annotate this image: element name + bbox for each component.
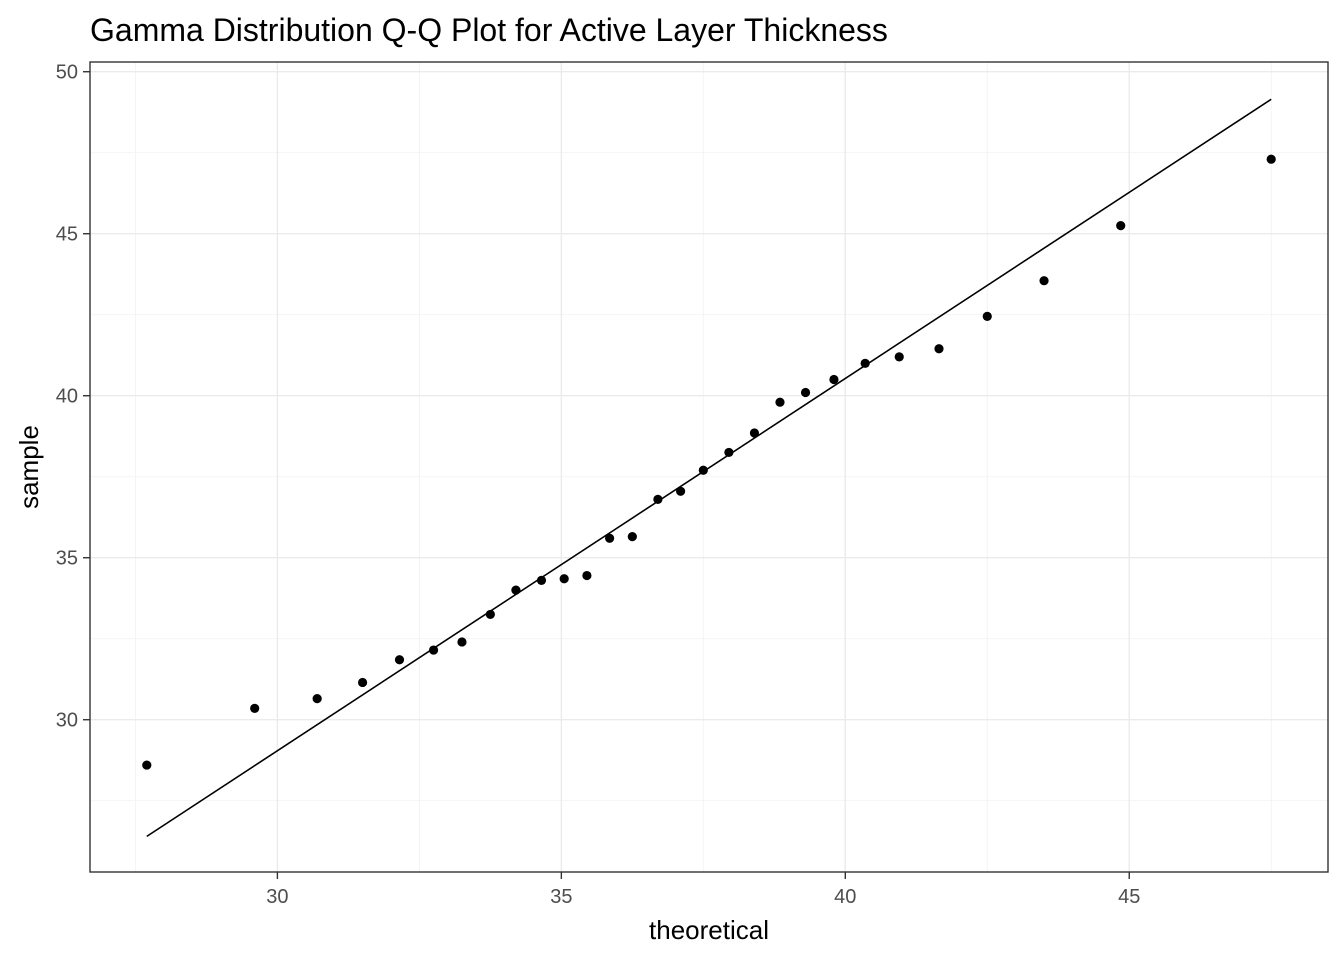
y-tick-label: 30: [56, 710, 78, 732]
minor-gridlines: [90, 62, 1328, 872]
data-point: [582, 570, 592, 581]
data-point: [605, 533, 615, 543]
data-point: [1116, 221, 1126, 231]
data-point: [676, 486, 686, 496]
y-axis: 30 35 40 45 50: [56, 62, 90, 732]
data-point: [312, 694, 322, 704]
data-point: [485, 609, 495, 620]
data-point: [511, 585, 521, 595]
data-point: [894, 352, 904, 362]
x-axis-title: theoretical: [649, 915, 769, 945]
data-point: [749, 428, 760, 438]
data-point: [559, 574, 569, 584]
data-point: [775, 397, 785, 407]
x-tick-label: 35: [550, 886, 572, 908]
y-axis-title: sample: [14, 425, 44, 509]
x-tick-label: 45: [1118, 886, 1140, 908]
y-tick-label: 40: [56, 386, 78, 408]
data-point: [934, 344, 944, 354]
data-point: [627, 532, 637, 542]
panel-border: [89, 61, 1329, 873]
data-point: [800, 387, 811, 398]
data-point: [860, 358, 870, 368]
data-point: [982, 311, 992, 321]
chart-title: Gamma Distribution Q-Q Plot for Active L…: [90, 12, 888, 48]
data-point: [457, 637, 467, 647]
y-tick-label: 50: [56, 62, 78, 84]
y-tick-label: 45: [56, 224, 78, 246]
x-tick-label: 40: [834, 886, 856, 908]
data-point: [653, 494, 663, 504]
data-point: [698, 465, 708, 475]
data-point: [428, 645, 439, 655]
major-gridlines: [90, 62, 1328, 872]
qq-reference-line: [146, 98, 1272, 838]
y-tick-label: 35: [56, 548, 78, 570]
x-tick-label: 30: [266, 886, 288, 908]
data-point: [250, 703, 260, 713]
data-point: [142, 760, 152, 770]
x-axis: 30 35 40 45: [266, 872, 1140, 908]
data-point: [829, 374, 839, 385]
data-point: [536, 575, 547, 586]
data-point: [1039, 276, 1049, 286]
data-point: [357, 677, 368, 688]
points-layer: [142, 154, 1276, 770]
reference-line-layer: [146, 98, 1272, 838]
plot-panel: [89, 61, 1329, 873]
data-point: [724, 447, 734, 458]
data-point: [1266, 154, 1276, 164]
data-point: [394, 655, 405, 665]
